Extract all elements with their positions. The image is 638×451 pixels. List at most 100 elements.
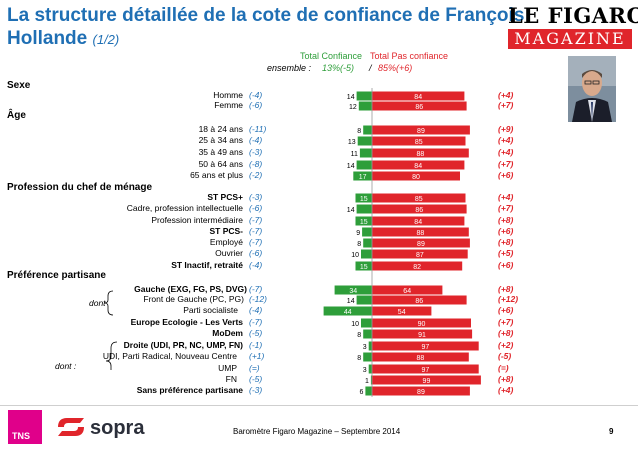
- category-label: Sans préférence partisane: [136, 385, 243, 395]
- pas-confiance-delta: (+6): [498, 305, 514, 315]
- category-label: Femme: [214, 100, 243, 110]
- value-label-pas-confiance: 88: [417, 151, 425, 158]
- bar-pas-confiance: [372, 136, 466, 146]
- category-label: ST Inactif, retraité: [171, 260, 243, 270]
- bar-pas-confiance: [372, 171, 460, 181]
- bar-confiance: [353, 171, 372, 181]
- confiance-delta: (-5): [249, 328, 263, 338]
- bar-confiance: [355, 193, 372, 203]
- bar-confiance: [363, 125, 372, 135]
- category-label: Profession intermédiaire: [151, 215, 243, 225]
- title-text: La structure détaillée de la cote de con…: [7, 5, 525, 49]
- value-label-pas-confiance: 97: [421, 344, 429, 351]
- pas-confiance-delta: (+2): [498, 340, 514, 350]
- bar-confiance: [356, 204, 372, 214]
- category-label: 65 ans et plus: [190, 170, 243, 180]
- value-label-pas-confiance: 89: [417, 241, 425, 248]
- pas-confiance-delta: (+7): [498, 203, 514, 213]
- confiance-delta: (-1): [249, 340, 263, 350]
- bar-pas-confiance: [372, 364, 479, 374]
- page-number: 9: [609, 427, 614, 436]
- value-label-confiance: 8: [357, 128, 361, 135]
- value-label-confiance: 15: [360, 196, 368, 203]
- legend-pas-confiance: Total Pas confiance: [370, 51, 449, 61]
- value-label-pas-confiance: 88: [417, 355, 425, 362]
- value-label-pas-confiance: 86: [415, 298, 423, 305]
- category-label: UMP: [218, 363, 237, 373]
- value-label-confiance: 34: [349, 288, 357, 295]
- value-label-pas-confiance: 90: [418, 321, 426, 328]
- bar-pas-confiance: [372, 386, 470, 396]
- bar-pas-confiance: [372, 101, 467, 111]
- confiance-delta: (-4): [249, 260, 263, 270]
- pas-confiance-delta: (+8): [498, 284, 514, 294]
- confiance-delta: (-7): [249, 317, 263, 327]
- bar-confiance: [365, 386, 372, 396]
- value-label-pas-confiance: 89: [417, 389, 425, 396]
- pas-confiance-delta: (+8): [498, 328, 514, 338]
- value-label-confiance: 14: [347, 298, 355, 305]
- category-label: 25 à 34 ans: [198, 135, 243, 145]
- category-label: Gauche (EXG, FG, PS, DVG): [134, 284, 247, 294]
- pas-confiance-delta: (+7): [498, 100, 514, 110]
- category-label: Cadre, profession intellectuelle: [126, 203, 243, 213]
- confiance-delta: (-5): [249, 374, 263, 384]
- value-label-confiance: 1: [365, 378, 369, 385]
- bar-pas-confiance: [372, 160, 465, 170]
- value-label-confiance: 13: [348, 139, 356, 146]
- footer-text: Baromètre Figaro Magazine – Septembre 20…: [233, 427, 401, 436]
- category-label: 18 à 24 ans: [198, 124, 243, 134]
- bar-pas-confiance: [372, 238, 470, 248]
- confiance-delta: (-4): [249, 90, 263, 100]
- value-label-pas-confiance: 97: [421, 367, 429, 374]
- logo-line1: LE FIGARO: [508, 3, 638, 28]
- confiance-delta: (-3): [249, 385, 263, 395]
- category-label: 35 à 49 ans: [198, 147, 243, 157]
- value-label-confiance: 3: [363, 367, 367, 374]
- value-label-confiance: 10: [351, 252, 359, 259]
- bar-confiance: [370, 375, 372, 385]
- value-label-pas-confiance: 85: [415, 139, 423, 146]
- value-label-confiance: 11: [351, 151, 358, 158]
- bar-pas-confiance: [372, 261, 463, 271]
- pas-confiance-delta: (+4): [498, 192, 514, 202]
- bar-confiance: [358, 101, 372, 111]
- pas-confiance-delta: (+4): [498, 385, 514, 395]
- pas-confiance-delta: (+6): [498, 260, 514, 270]
- value-label-confiance: 14: [347, 207, 355, 214]
- confiance-delta: (-7): [249, 284, 263, 294]
- value-label-pas-confiance: 82: [413, 264, 421, 271]
- bar-confiance: [361, 249, 372, 259]
- dont-label-gauche: dont: [89, 298, 106, 308]
- bar-confiance: [359, 148, 372, 158]
- dont-label-droite: dont :: [55, 361, 77, 371]
- confiance-delta: (-4): [249, 305, 263, 315]
- legend-separator: /: [369, 63, 372, 73]
- pas-confiance-delta: (+7): [498, 159, 514, 169]
- category-label: Droite (UDI, PR, NC, UMP, FN): [123, 340, 243, 350]
- bar-pas-confiance: [372, 204, 467, 214]
- pas-confiance-delta: (+6): [498, 226, 514, 236]
- tns-logo: TNS: [8, 410, 42, 444]
- pas-confiance-delta: (+12): [498, 294, 519, 304]
- bar-confiance: [356, 295, 372, 305]
- pas-confiance-delta: (+5): [498, 248, 514, 258]
- value-label-confiance: 10: [351, 321, 359, 328]
- confiance-delta: (-8): [249, 159, 263, 169]
- pas-confiance-delta: (+4): [498, 135, 514, 145]
- bar-confiance: [363, 329, 372, 339]
- value-label-pas-confiance: 84: [414, 94, 422, 101]
- legend-ensemble: ensemble :: [267, 63, 312, 73]
- bar-pas-confiance: [372, 125, 470, 135]
- value-label-pas-confiance: 87: [416, 252, 424, 259]
- section-preference: Préférence partisane: [7, 270, 106, 281]
- bar-pas-confiance: [372, 285, 443, 295]
- confiance-delta: (-11): [249, 124, 267, 134]
- bar-pas-confiance: [372, 329, 473, 339]
- confiance-delta: (-12): [249, 294, 267, 304]
- pas-confiance-delta: (+4): [498, 147, 514, 157]
- bar-pas-confiance: [372, 249, 468, 259]
- value-label-confiance: 8: [357, 355, 361, 362]
- pas-confiance-delta: (-5): [498, 351, 512, 361]
